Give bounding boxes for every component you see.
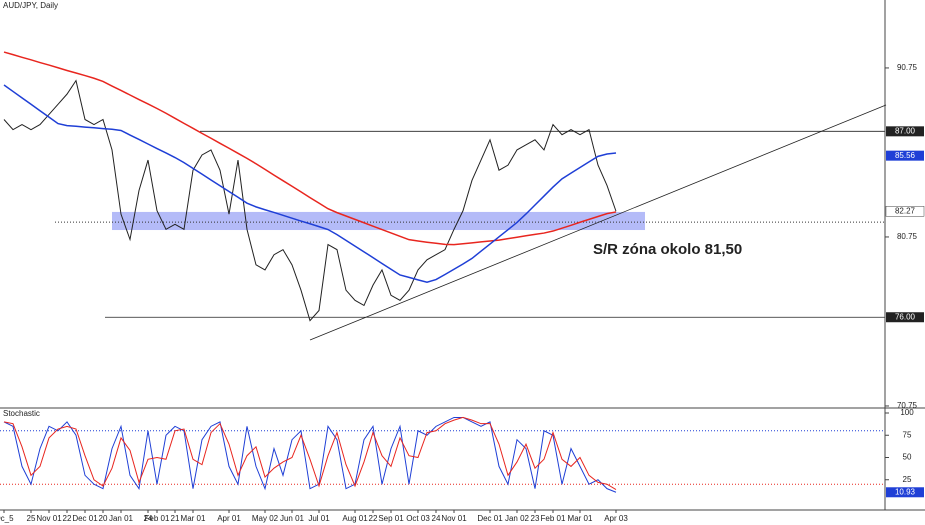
x-tick-label: Jun 01 bbox=[280, 514, 305, 523]
x-tick-label: Sep 01 bbox=[378, 514, 404, 523]
series-line bbox=[3, 416, 617, 493]
price-label-box bbox=[886, 150, 924, 161]
y-tick-label: 80.75 bbox=[897, 232, 918, 241]
price-label-box bbox=[885, 206, 925, 217]
x-tick-label: Oct 03 bbox=[406, 514, 430, 523]
x-tick-label: Apr 01 bbox=[217, 514, 241, 523]
x-tick-label: 25 bbox=[27, 514, 36, 523]
x-tick-label: Mar 01 bbox=[181, 514, 206, 523]
y-tick-label: 90.75 bbox=[897, 63, 918, 72]
x-tick-label: 21 bbox=[171, 514, 180, 523]
stoch-last-label: 10.93 bbox=[895, 487, 916, 496]
series-line bbox=[3, 79, 617, 322]
x-tick-label: Dec 01 bbox=[72, 514, 98, 523]
x-tick-label: 24 bbox=[432, 514, 441, 523]
price-label-box bbox=[886, 126, 924, 137]
series-line bbox=[3, 416, 617, 490]
stoch-tick-label: 50 bbox=[903, 453, 912, 462]
series-line bbox=[3, 84, 617, 284]
x-tick-label: Nov 01 bbox=[441, 514, 467, 523]
x-tick-label: 23 bbox=[531, 514, 540, 523]
y-tick-label: 70.75 bbox=[897, 401, 918, 410]
stoch-tick-label: 25 bbox=[903, 475, 912, 484]
price-label: 85.56 bbox=[895, 151, 916, 160]
trendline bbox=[309, 104, 887, 341]
x-tick-label: Feb 01 bbox=[145, 514, 170, 523]
x-tick-label: Apr 03 bbox=[604, 514, 628, 523]
x-tick-label: Jan 01 bbox=[109, 514, 134, 523]
stoch-last-box bbox=[886, 487, 924, 498]
x-tick-label: Mar 01 bbox=[568, 514, 593, 523]
x-tick-label: 22 bbox=[63, 514, 72, 523]
x-tick-label: 20 bbox=[99, 514, 108, 523]
price-label: 76.00 bbox=[895, 312, 916, 321]
annotation: S/R zóna okolo 81,50 bbox=[593, 241, 742, 258]
price-label: 87.00 bbox=[895, 126, 916, 135]
x-tick-label: Jan 02 bbox=[505, 514, 530, 523]
chart-title: AUD/JPY, Daily bbox=[3, 1, 58, 10]
x-tick-label: Aug 01 bbox=[342, 514, 368, 523]
stoch-tick-label: 100 bbox=[900, 408, 914, 417]
stochastic-title: Stochastic bbox=[3, 409, 40, 418]
x-tick-label: Dec 01 bbox=[477, 514, 503, 523]
series-line bbox=[3, 51, 617, 246]
x-tick-label: 22 bbox=[369, 514, 378, 523]
x-tick-label: Oc_5 bbox=[0, 514, 14, 523]
price-label-box bbox=[886, 312, 924, 323]
x-tick-label: Feb 01 bbox=[541, 514, 566, 523]
x-tick-label: May 02 bbox=[252, 514, 279, 523]
price-label: 82.27 bbox=[895, 206, 916, 215]
x-tick-label: Nov 01 bbox=[36, 514, 62, 523]
x-tick-label: 24 bbox=[144, 514, 153, 523]
stoch-tick-label: 75 bbox=[903, 430, 912, 439]
x-tick-label: Jul 01 bbox=[308, 514, 330, 523]
